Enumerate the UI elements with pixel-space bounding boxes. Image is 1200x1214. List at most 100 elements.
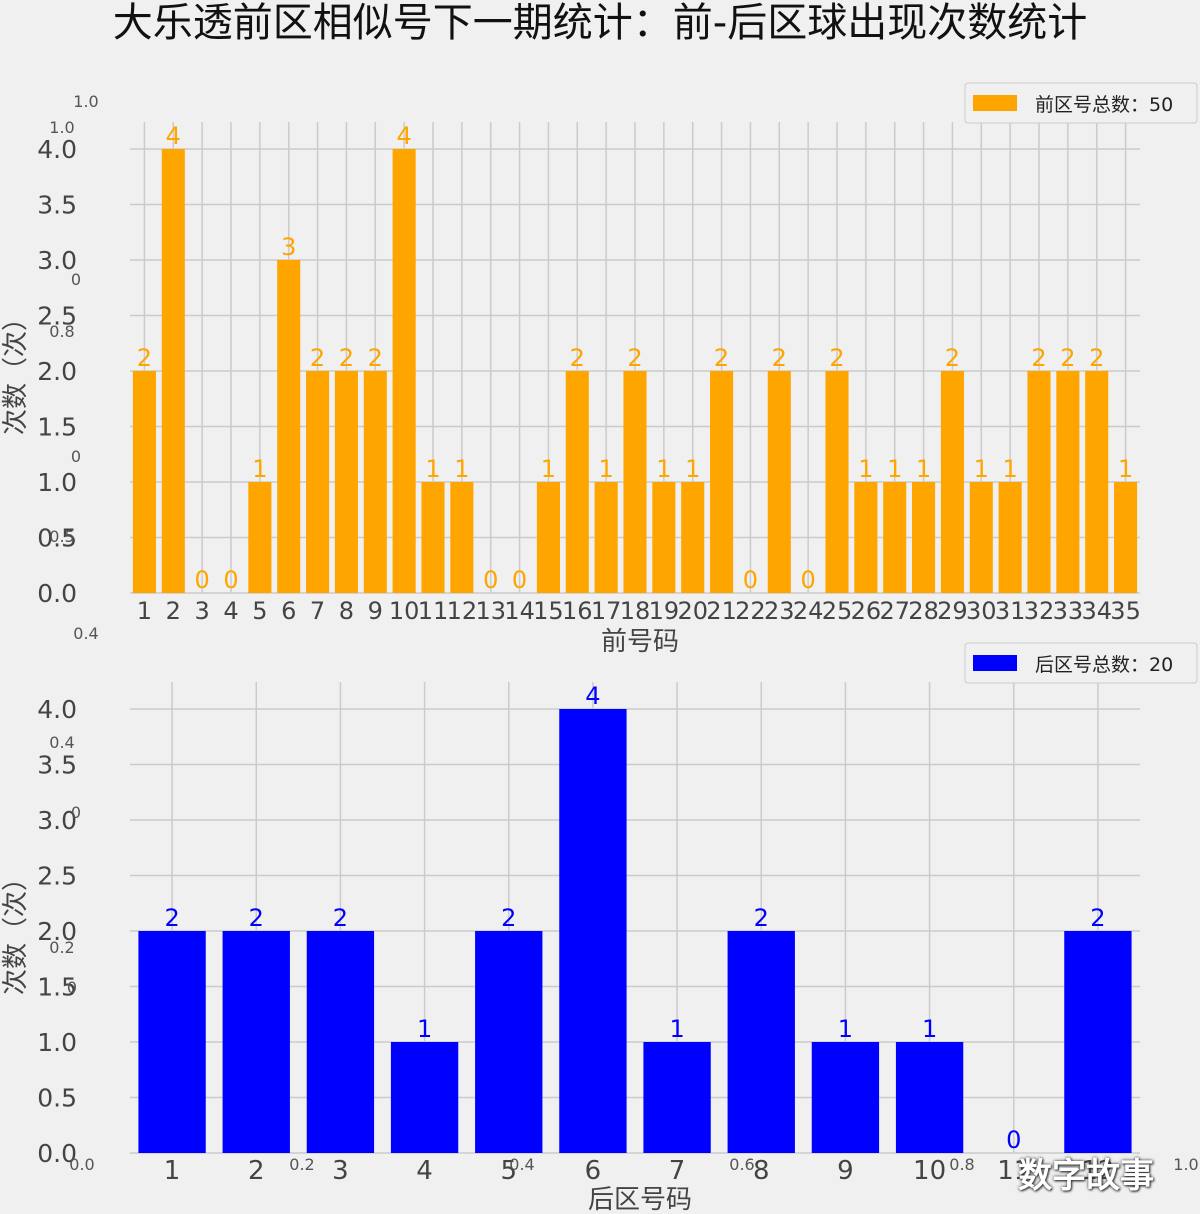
- bar: [1114, 482, 1138, 593]
- x-tick-label: 6: [281, 597, 296, 625]
- y-tick-label: 0.5: [37, 1084, 77, 1113]
- bar-value-label: 4: [585, 682, 600, 710]
- bar-value-label: 2: [310, 344, 325, 372]
- x-tick-label: 12: [1081, 1156, 1114, 1186]
- x-tick-label: 20: [677, 597, 708, 625]
- bar-value-label: 0: [743, 566, 758, 594]
- y-tick-label: 0.5: [37, 524, 77, 553]
- legend-box: [964, 642, 1198, 684]
- y-tick-label: 1.5: [37, 973, 77, 1002]
- stray-tick-label: 0.4: [509, 1155, 534, 1174]
- bar-value-label: 1: [922, 1015, 937, 1043]
- x-axis-label: 前号码: [601, 627, 679, 657]
- x-tick-label: 22: [735, 597, 766, 625]
- x-tick-label: 18: [620, 597, 651, 625]
- x-tick-label: 5: [500, 1156, 517, 1186]
- bar: [392, 149, 416, 593]
- x-tick-label: 5: [252, 597, 267, 625]
- bar: [1056, 371, 1080, 593]
- bar: [969, 482, 993, 593]
- x-tick-label: 9: [837, 1156, 854, 1186]
- x-tick-label: 2: [248, 1156, 265, 1186]
- x-axis-label: 后区号码: [588, 1185, 692, 1214]
- bar-value-label: 2: [1090, 904, 1105, 932]
- stray-tick-label: 0.2: [289, 1155, 314, 1174]
- y-axis-label: 次数（次）: [1, 305, 31, 435]
- bar: [710, 371, 734, 593]
- y-tick-label: 4.0: [37, 135, 77, 164]
- bar-value-label: 0: [801, 566, 816, 594]
- y-axis-label: 次数（次）: [1, 865, 31, 995]
- stray-tick-label: 0.8: [949, 1155, 974, 1174]
- bar-value-label: 1: [1003, 455, 1018, 483]
- y-tick-label: 3.0: [37, 246, 77, 275]
- bar: [277, 260, 301, 593]
- bar: [363, 371, 387, 593]
- y-tick-label: 2.5: [37, 302, 77, 331]
- y-tick-label: 0.0: [37, 1139, 77, 1168]
- bar: [1085, 371, 1109, 593]
- stray-tick-label: 1.0: [1173, 1155, 1198, 1174]
- x-tick-label: 14: [504, 597, 535, 625]
- x-tick-label: 1: [137, 597, 152, 625]
- stray-tick-label: 0.6: [729, 1155, 754, 1174]
- bar: [475, 931, 543, 1153]
- bar: [559, 709, 627, 1153]
- bar-value-label: 1: [252, 455, 267, 483]
- bar-value-label: 1: [685, 455, 700, 483]
- x-tick-label: 4: [416, 1156, 433, 1186]
- bar-value-label: 2: [714, 344, 729, 372]
- legend-box: [964, 82, 1198, 124]
- y-tick-label: 3.5: [37, 191, 77, 220]
- bar: [248, 482, 272, 593]
- bar: [594, 482, 618, 593]
- y-tick-label: 3.0: [37, 806, 77, 835]
- stray-tick-label: 0.4: [49, 733, 74, 752]
- y-tick-label: 2.0: [37, 917, 77, 946]
- bar-value-label: 2: [1060, 344, 1075, 372]
- bar: [1027, 371, 1051, 593]
- x-tick-label: 33: [1053, 597, 1084, 625]
- bar: [450, 482, 474, 593]
- bar-value-label: 2: [1089, 344, 1104, 372]
- x-tick-label: 23: [764, 597, 795, 625]
- bar: [132, 371, 156, 593]
- bar: [222, 931, 290, 1153]
- stray-tick-label: 0.8: [49, 322, 74, 341]
- stray-tick-label: 1.0: [49, 118, 74, 137]
- legend-label: 后区号总数：20: [1035, 654, 1173, 676]
- bar: [767, 371, 791, 593]
- bar-value-label: 0: [1006, 1126, 1021, 1154]
- x-tick-label: 4: [223, 597, 238, 625]
- x-tick-label: 10: [913, 1156, 946, 1186]
- bar-value-label: 2: [137, 344, 152, 372]
- bar: [390, 1042, 459, 1153]
- bar: [825, 371, 849, 593]
- bar-value-label: 0: [223, 566, 238, 594]
- x-tick-label: 12: [447, 597, 478, 625]
- bar: [161, 149, 185, 593]
- bar-value-label: 2: [627, 344, 642, 372]
- stray-tick-label: 0.5: [49, 527, 74, 546]
- bar-value-label: 1: [656, 455, 671, 483]
- bar-value-label: 1: [1118, 455, 1133, 483]
- bar-value-label: 4: [166, 122, 181, 150]
- bar-value-label: 1: [454, 455, 469, 483]
- bar: [895, 1042, 964, 1153]
- stray-tick-label: 0: [71, 803, 81, 822]
- stray-tick-label: 0: [67, 978, 77, 997]
- x-tick-label: 3: [332, 1156, 349, 1186]
- bar-value-label: 1: [838, 1015, 853, 1043]
- bar: [623, 371, 647, 593]
- x-tick-label: 9: [368, 597, 383, 625]
- bar-value-label: 2: [754, 904, 769, 932]
- x-tick-label: 21: [706, 597, 737, 625]
- bar-value-label: 2: [249, 904, 264, 932]
- bar-value-label: 3: [281, 233, 296, 261]
- bar-value-label: 1: [974, 455, 989, 483]
- bar-value-label: 2: [368, 344, 383, 372]
- x-tick-label: 34: [1081, 597, 1112, 625]
- x-tick-label: 1: [164, 1156, 181, 1186]
- bar-value-label: 1: [541, 455, 556, 483]
